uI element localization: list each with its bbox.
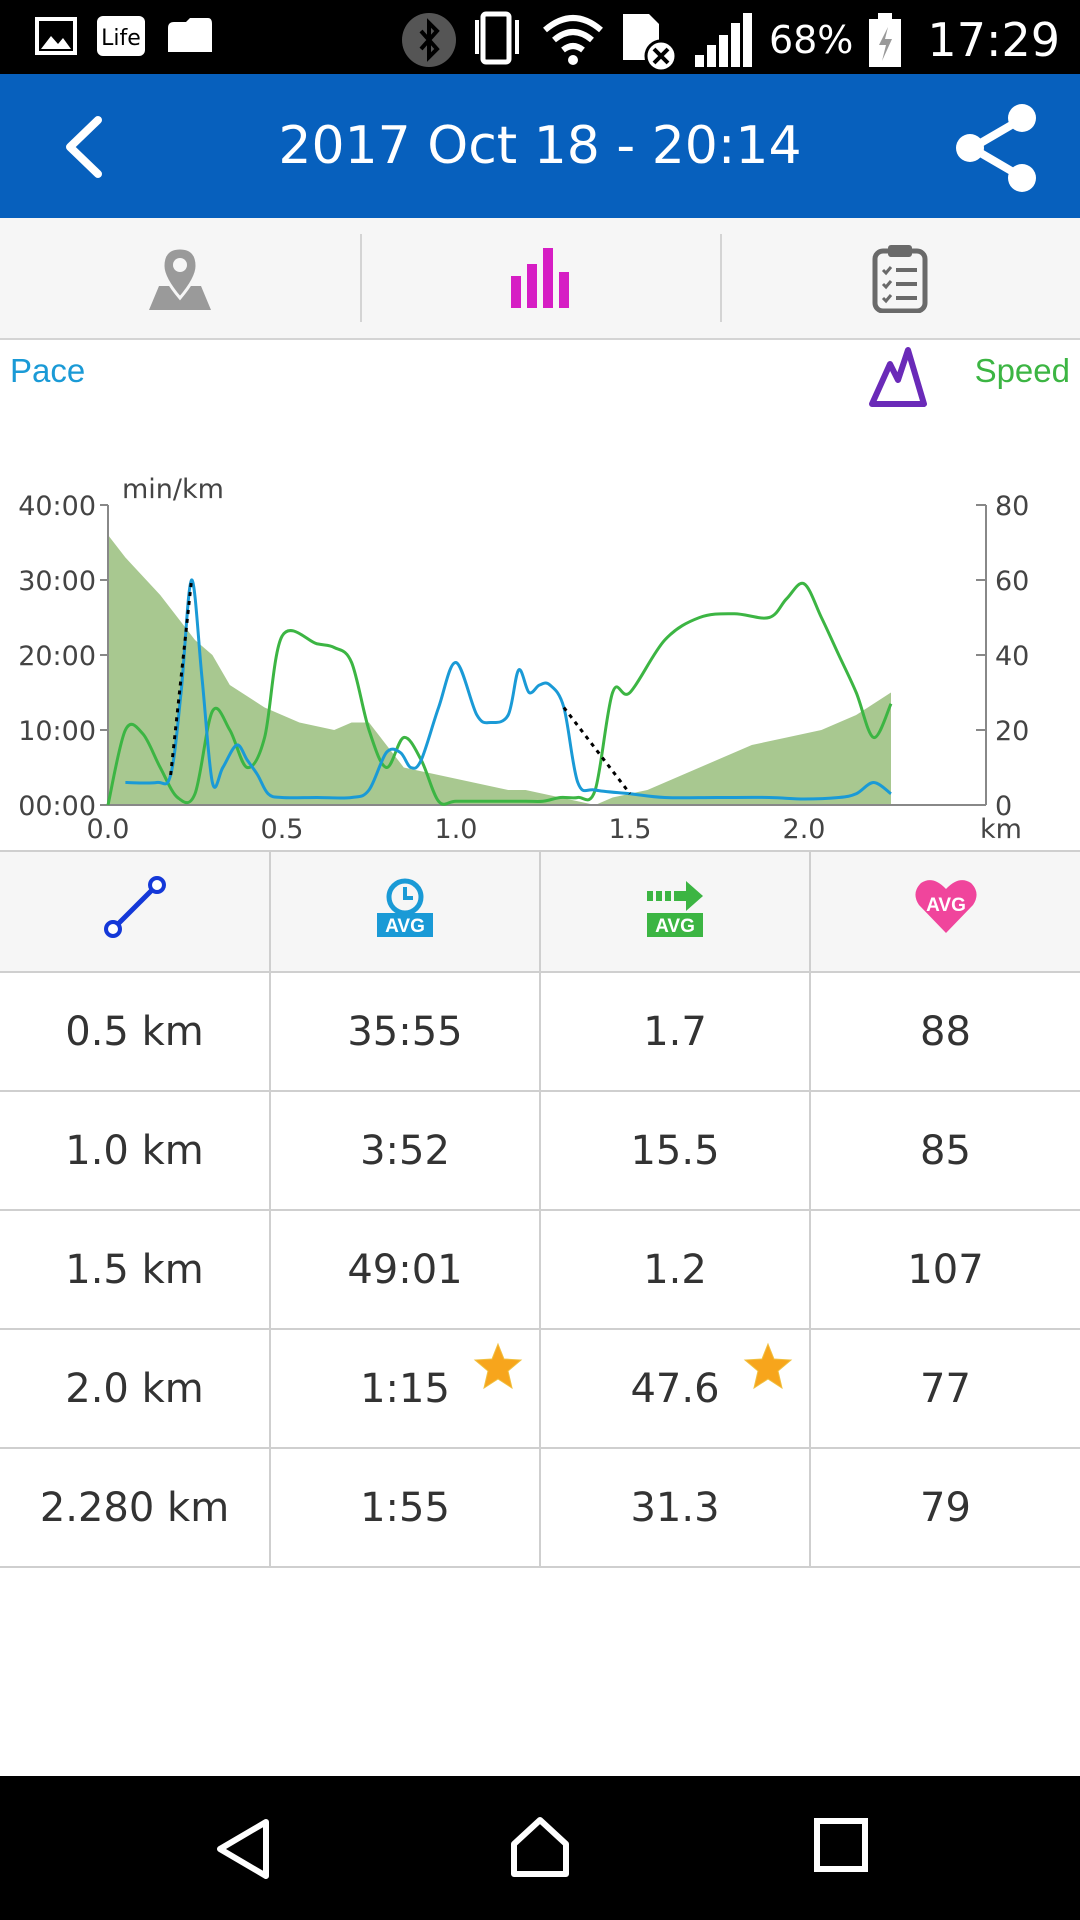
cloud-icon — [168, 18, 212, 52]
bar-chart-icon — [511, 248, 569, 308]
clipboard-icon — [872, 245, 928, 313]
split-pace-cell: 1:15 — [269, 1328, 541, 1449]
split-pace: 3:52 — [269, 1090, 541, 1211]
nav-home-icon[interactable] — [508, 1814, 572, 1880]
share-icon[interactable] — [950, 100, 1042, 196]
avg-heart-rate-icon: AVG — [914, 879, 977, 933]
sim-error-icon — [622, 14, 678, 72]
y-tick-label-left: 00:00 — [18, 791, 96, 822]
nav-recents-icon[interactable] — [814, 1818, 868, 1874]
distance-icon — [103, 875, 166, 938]
gallery-icon — [35, 17, 77, 55]
split-distance: 1.0 km — [0, 1090, 271, 1211]
split-pace: 1:15 — [360, 1365, 450, 1412]
view-tabs — [0, 218, 1080, 340]
split-pace: 49:01 — [269, 1209, 541, 1330]
x-axis-unit: km — [980, 814, 1022, 845]
pace-line — [125, 578, 892, 801]
x-tick-label: 2.0 — [783, 814, 826, 845]
nav-back-icon[interactable] — [212, 1816, 274, 1882]
avg-speed-icon: AVG — [647, 880, 703, 937]
split-pace: 1:55 — [269, 1447, 541, 1568]
clock: 17:29 — [927, 13, 1060, 67]
pace-speed-chart: 00:00 10:00 20:00 30:00 40:00 0 20 40 60 80 0.0 0.5… — [18, 474, 1029, 845]
bluetooth-icon — [401, 13, 456, 67]
svg-text:Life: Life — [101, 26, 141, 51]
header-avg-pace: AVG — [269, 850, 541, 973]
splits-table: AVG AVG AVG 0.5 km 35:55 1.7 88 1.0 km 3… — [0, 850, 1080, 1568]
y-tick-label-right: 80 — [995, 491, 1029, 522]
split-speed: 31.3 — [539, 1447, 811, 1568]
split-distance: 2.280 km — [0, 1447, 271, 1568]
y-tick-label-left: 40:00 — [18, 491, 96, 522]
table-row: 1.0 km 3:52 15.5 85 — [0, 1090, 1080, 1211]
x-tick-label: 0.0 — [87, 814, 130, 845]
avg-pace-label: AVG — [385, 916, 425, 937]
split-distance: 1.5 km — [0, 1209, 271, 1330]
header-avg-heart-rate: AVG — [809, 850, 1080, 973]
y-axis-unit: min/km — [122, 474, 224, 505]
legend-pace: Pace — [10, 352, 86, 389]
speed-line — [106, 581, 893, 806]
table-row: 2.280 km 1:55 31.3 79 — [0, 1447, 1080, 1568]
split-heart: 85 — [809, 1090, 1080, 1211]
y-tick-label-right: 20 — [995, 716, 1029, 747]
tab-summary[interactable] — [720, 218, 1080, 338]
battery-percent: 68% — [768, 18, 854, 62]
x-tick-label: 1.0 — [435, 814, 478, 845]
best-pace-star-icon — [473, 1342, 523, 1390]
table-row: 0.5 km 35:55 1.7 88 — [0, 971, 1080, 1092]
x-tick-label: 1.5 — [609, 814, 652, 845]
y-tick-label-right: 60 — [995, 566, 1029, 597]
splits-header: AVG AVG AVG — [0, 850, 1080, 973]
y-tick-label-right: 0 — [995, 791, 1012, 822]
y-tick-label-right: 40 — [995, 641, 1029, 672]
y-tick-label-left: 10:00 — [18, 716, 96, 747]
page-title: 2017 Oct 18 - 20:14 — [278, 116, 802, 176]
split-speed: 47.6 — [630, 1365, 720, 1412]
split-speed: 1.2 — [539, 1209, 811, 1330]
legend-speed: Speed — [974, 352, 1070, 389]
table-row: 1.5 km 49:01 1.2 107 — [0, 1209, 1080, 1330]
life-icon: Life — [97, 16, 145, 56]
app-bar: 2017 Oct 18 - 20:14 — [0, 74, 1080, 218]
map-pin-icon — [149, 246, 211, 310]
altitude-area — [108, 535, 891, 805]
nav-bar — [0, 1776, 1080, 1920]
back-chevron-icon[interactable] — [58, 114, 118, 180]
vibrate-icon — [474, 11, 519, 65]
table-row: 2.0 km 1:15 47.6 77 — [0, 1328, 1080, 1449]
split-heart: 88 — [809, 971, 1080, 1092]
y-tick-label-left: 30:00 — [18, 566, 96, 597]
x-tick-label: 0.5 — [261, 814, 304, 845]
mountain-icon[interactable] — [868, 346, 928, 408]
header-distance — [0, 850, 271, 973]
split-heart: 79 — [809, 1447, 1080, 1568]
split-distance: 0.5 km — [0, 971, 271, 1092]
status-bar: Life 68% 17:29 — [0, 0, 1080, 74]
split-distance: 2.0 km — [0, 1328, 271, 1449]
pace-gap-line — [562, 706, 632, 795]
tab-map[interactable] — [0, 218, 360, 338]
battery-icon — [869, 13, 902, 67]
y-tick-label-left: 20:00 — [18, 641, 96, 672]
split-speed: 1.7 — [539, 971, 811, 1092]
split-speed: 15.5 — [539, 1090, 811, 1211]
tab-chart[interactable] — [360, 218, 720, 338]
avg-pace-icon: AVG — [377, 878, 433, 937]
wifi-icon — [543, 15, 603, 65]
avg-heart-label: AVG — [926, 895, 966, 916]
best-speed-star-icon — [743, 1342, 793, 1390]
split-speed-cell: 47.6 — [539, 1328, 811, 1449]
signal-icon — [694, 13, 752, 67]
avg-speed-label: AVG — [655, 916, 695, 937]
header-avg-speed: AVG — [539, 850, 811, 973]
split-heart: 77 — [809, 1328, 1080, 1449]
split-pace: 35:55 — [269, 971, 541, 1092]
split-heart: 107 — [809, 1209, 1080, 1330]
pace-gap-line — [169, 579, 194, 776]
